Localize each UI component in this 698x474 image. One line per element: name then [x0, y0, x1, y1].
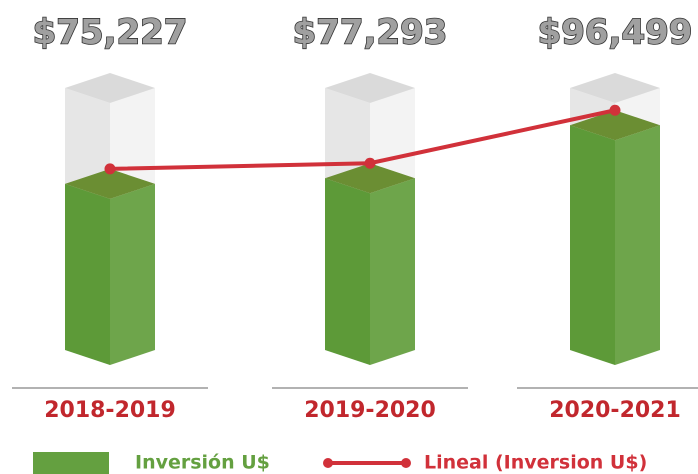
- bar-face: [370, 178, 415, 365]
- bar-face: [65, 183, 110, 365]
- trend-point: [104, 163, 116, 175]
- x-tick-label: 2020-2021: [549, 398, 681, 423]
- bar-background-face: [570, 73, 660, 103]
- bar-face: [325, 163, 415, 194]
- bar-face: [570, 110, 660, 141]
- x-tick-label: 2019-2020: [304, 398, 436, 423]
- bar: [65, 168, 155, 365]
- trend-point: [609, 104, 621, 116]
- bar-background-face: [65, 73, 155, 103]
- value-label: $75,227: [33, 13, 188, 53]
- bar-face: [570, 125, 615, 365]
- bar: [570, 110, 660, 365]
- legend-dot: [323, 458, 333, 468]
- bar-face: [325, 178, 370, 365]
- bar-face: [65, 168, 155, 199]
- bar-face: [110, 183, 155, 365]
- bar: [325, 163, 415, 365]
- bar-face: [615, 125, 660, 365]
- value-label: $77,293: [293, 13, 448, 53]
- value-label: $96,499: [538, 13, 693, 53]
- x-tick-label: 2018-2019: [44, 398, 176, 423]
- legend-label: Inversión U$: [135, 452, 270, 474]
- legend-swatch: [33, 452, 109, 474]
- legend-dot: [401, 458, 411, 468]
- legend-label: Lineal (Inversion U$): [424, 452, 647, 474]
- trend-point: [364, 157, 376, 169]
- bar-background-face: [325, 73, 415, 103]
